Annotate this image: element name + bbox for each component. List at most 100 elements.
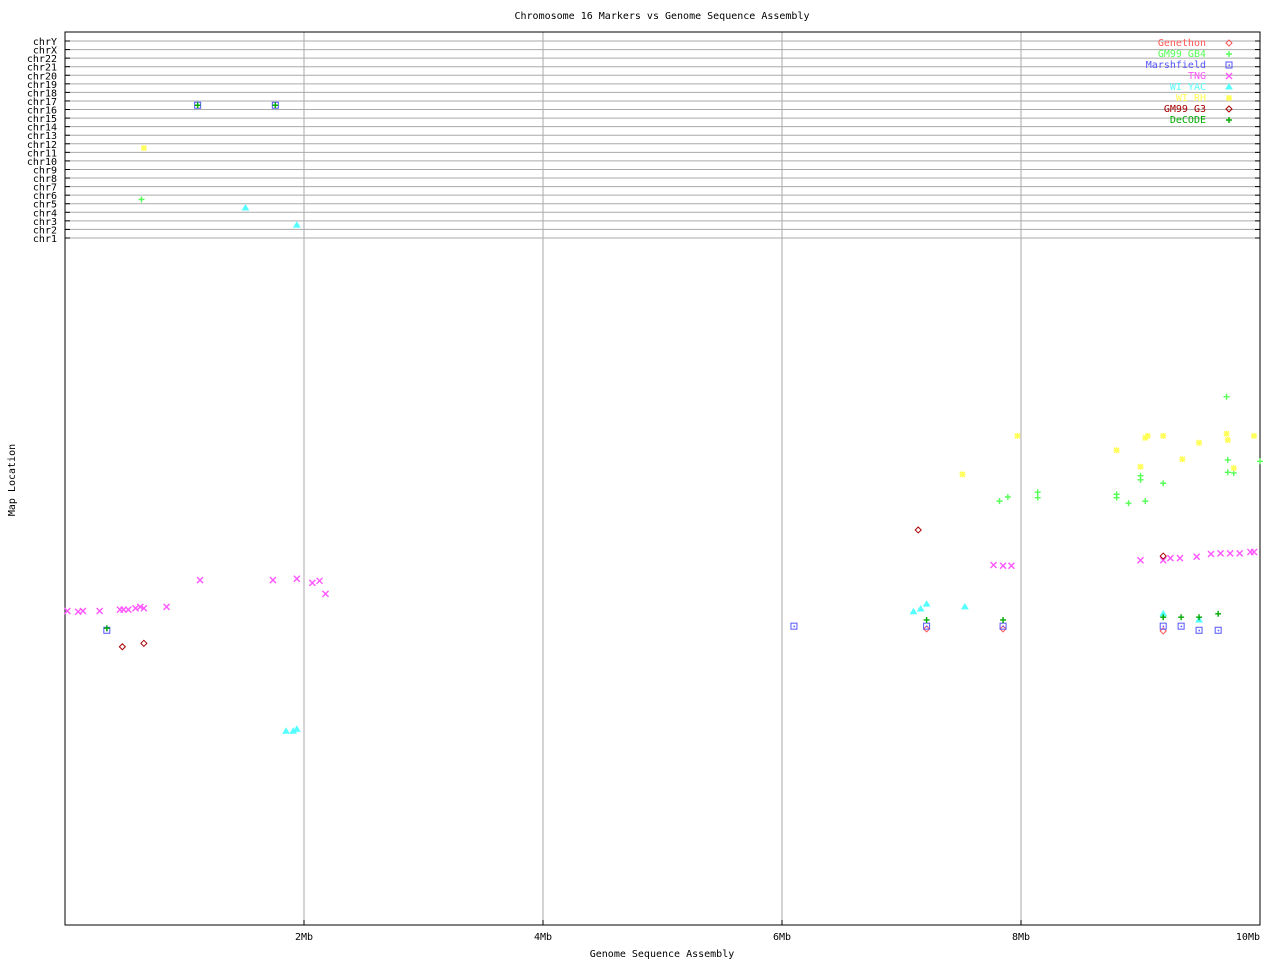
grid	[65, 32, 1260, 925]
x-axis-label: Genome Sequence Assembly	[590, 949, 735, 960]
data-point	[1207, 550, 1215, 558]
chart-title: Chromosome 16 Markers vs Genome Sequence…	[514, 11, 809, 22]
data-point	[1007, 562, 1015, 570]
chromosome-label-chr6: chr6	[33, 191, 57, 202]
legend-label: TNG	[1188, 71, 1206, 82]
data-point	[923, 622, 931, 630]
chromosome-label-chr16: chr16	[27, 106, 57, 117]
data-point	[996, 498, 1003, 505]
chromosome-label-chr12: chr12	[27, 140, 57, 151]
data-point	[79, 607, 87, 615]
data-point	[1113, 494, 1120, 501]
legend-marker-cross-icon	[1225, 72, 1233, 80]
series-wi-yac	[241, 204, 1203, 734]
data-point	[1257, 458, 1263, 465]
data-point	[1144, 432, 1151, 439]
data-point	[1137, 463, 1144, 470]
data-point	[1160, 480, 1167, 487]
data-point	[960, 602, 969, 610]
legend-label: GM99 GB4	[1158, 49, 1206, 60]
legend-label: Genethon	[1158, 38, 1206, 49]
legend-marker-plus-icon	[1226, 51, 1232, 57]
chromosome-label-chr17: chr17	[27, 97, 57, 108]
chromosome-label-chr9: chr9	[33, 165, 57, 176]
legend-label: DeCODE	[1170, 115, 1206, 126]
other-chromosome-point	[140, 145, 147, 152]
other-chromosome-point	[241, 204, 250, 211]
x-tick-label: 10Mb	[1236, 932, 1260, 943]
legend-marker-triangle-icon	[1225, 83, 1233, 90]
data-point	[999, 562, 1007, 570]
other-chromosome-point	[138, 196, 145, 203]
data-point	[103, 625, 110, 632]
data-point	[1166, 554, 1174, 562]
data-point	[1177, 622, 1185, 630]
data-point	[1196, 439, 1203, 446]
chromosome-label-chrX: chrX	[33, 46, 57, 57]
chromosome-label-chr1: chr1	[33, 234, 57, 245]
series-tng	[63, 548, 1258, 616]
data-point	[1236, 549, 1244, 557]
data-point	[140, 639, 148, 648]
legend-label: GM99 G3	[1164, 104, 1206, 115]
data-point	[1137, 556, 1144, 564]
data-point	[1215, 610, 1222, 617]
x-tick-label: 4Mb	[534, 932, 552, 943]
legend-marker-plus-icon	[1226, 117, 1232, 123]
chromosome-label-chr22: chr22	[27, 54, 57, 65]
chromosome-label-chr7: chr7	[33, 183, 57, 194]
chromosome-label-chr21: chr21	[27, 63, 57, 74]
data-point	[1159, 622, 1167, 630]
data-point	[316, 577, 324, 585]
other-chromosome-point	[194, 102, 201, 109]
other-chromosome-point	[292, 221, 301, 228]
data-point	[132, 604, 139, 612]
data-point	[1223, 430, 1230, 437]
data-point	[196, 576, 204, 584]
data-point	[1034, 494, 1041, 501]
data-point	[1176, 554, 1184, 562]
chromosome-labels: chrYchrXchr22chr21chr20chr19chr18chr17ch…	[27, 37, 57, 245]
x-ticks: 2Mb 4Mb 6Mb 8Mb 10Mb	[295, 920, 1261, 943]
series-genethon	[922, 625, 1167, 635]
data-point	[1195, 626, 1203, 634]
data-point	[308, 579, 316, 587]
data-point	[1224, 469, 1231, 476]
data-point	[999, 625, 1007, 633]
data-point	[1223, 393, 1230, 400]
data-point	[1224, 456, 1231, 463]
chromosome-label-chr14: chr14	[27, 123, 57, 134]
chromosome-label-chr15: chr15	[27, 114, 57, 125]
legend-marker-diamond-icon	[1225, 105, 1233, 113]
data-point	[124, 606, 132, 614]
data-point	[923, 616, 930, 623]
chromosome-label-chr13: chr13	[27, 131, 57, 142]
legend-label: WI RH	[1176, 93, 1206, 104]
data-point	[322, 590, 330, 598]
data-point	[1113, 447, 1120, 454]
legend-marker-star-icon	[1226, 95, 1232, 101]
data-point	[140, 604, 148, 612]
data-point	[990, 561, 998, 569]
legend-marker-diamond-icon	[1225, 39, 1233, 47]
data-point	[293, 575, 301, 583]
data-point	[922, 600, 931, 607]
data-point	[1196, 614, 1203, 621]
x-tick-label: 2Mb	[295, 932, 313, 943]
y-axis-label: Map Location	[7, 444, 18, 516]
legend-label: WI YAC	[1170, 82, 1206, 93]
data-point	[1250, 548, 1258, 556]
data-point	[163, 603, 171, 611]
data-point	[1179, 456, 1186, 463]
data-point	[292, 725, 301, 732]
plot-frame	[64, 31, 1261, 926]
x-tick-label: 6Mb	[773, 932, 791, 943]
data-point	[1160, 614, 1167, 621]
data-point	[999, 622, 1007, 630]
data-point	[282, 727, 290, 734]
data-point	[1230, 465, 1237, 472]
data-point	[1014, 432, 1021, 439]
chromosome-label-chr3: chr3	[33, 217, 57, 228]
